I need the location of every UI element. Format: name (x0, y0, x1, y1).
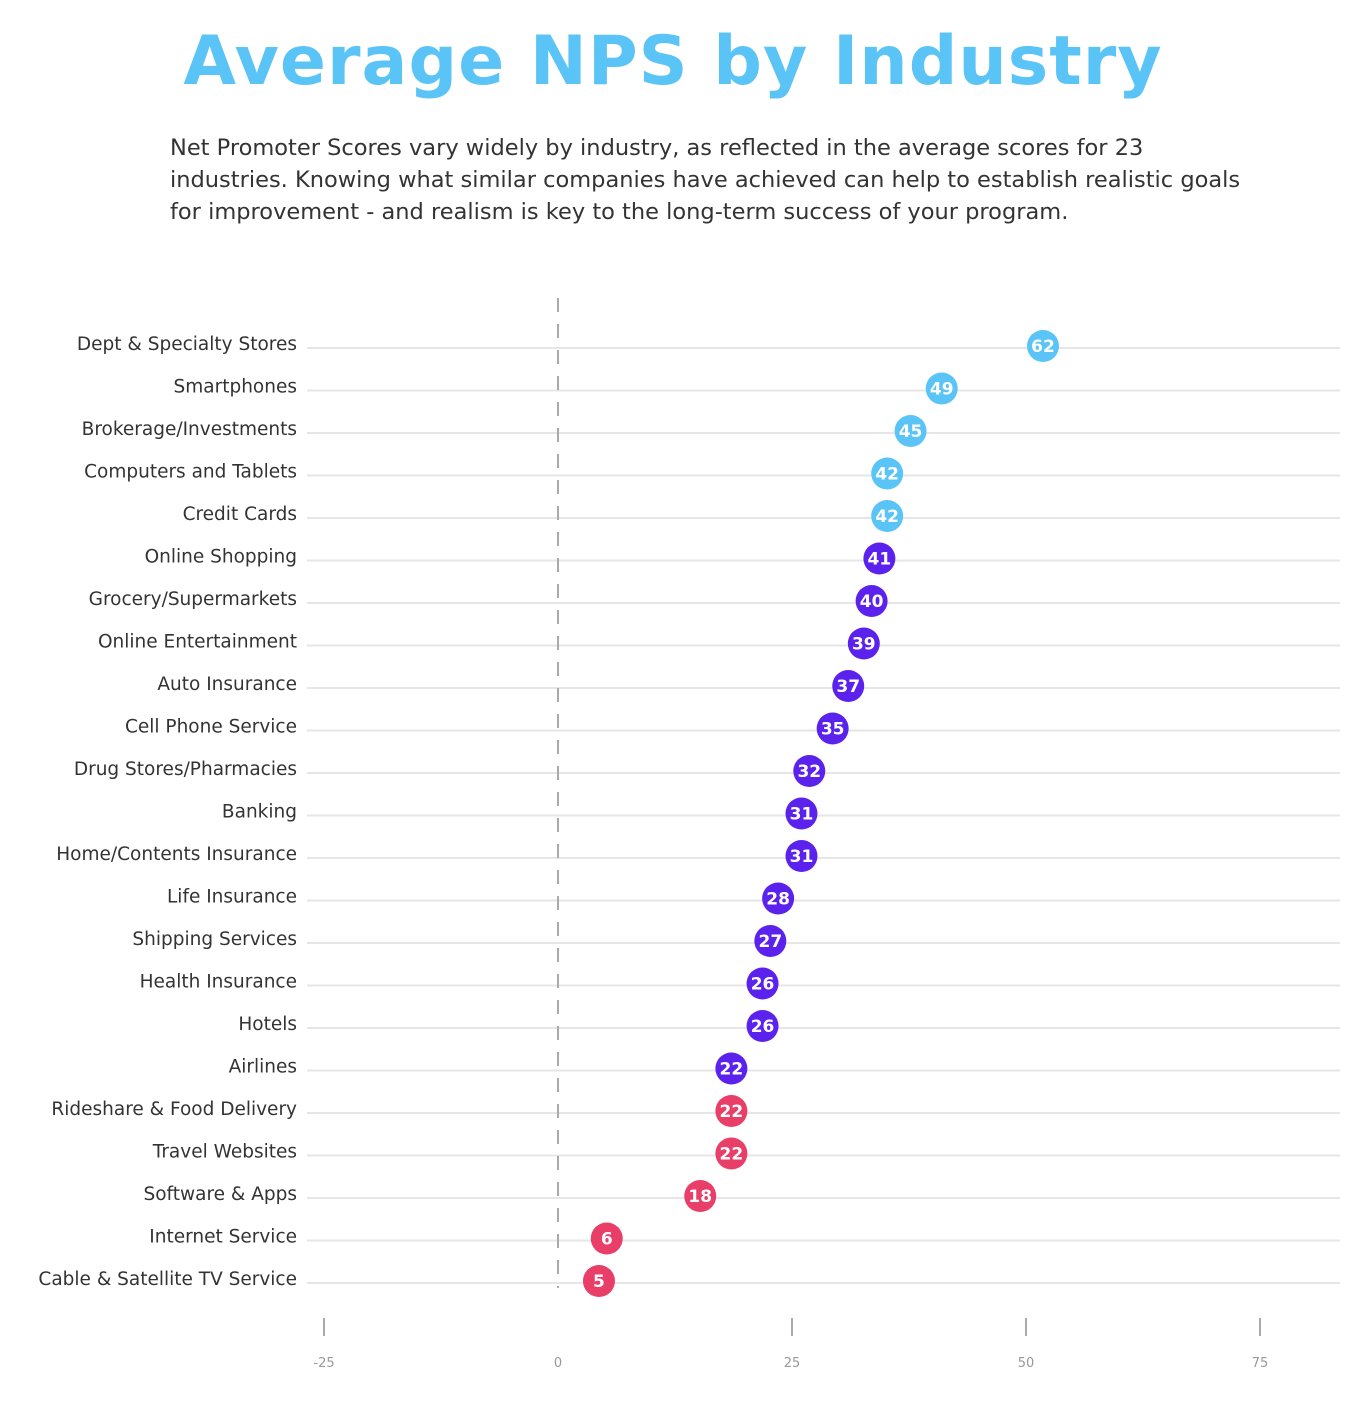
category-label: Health Insurance (140, 972, 297, 993)
data-label: 6 (601, 1230, 613, 1250)
category-label: Grocery/Supermarkets (89, 589, 297, 610)
data-label: 22 (720, 1145, 744, 1165)
category-label: Cable & Satellite TV Service (38, 1269, 297, 1290)
data-label: 49 (930, 380, 954, 400)
data-point (590, 1222, 623, 1255)
category-label: Banking (222, 802, 297, 823)
data-point (715, 1137, 748, 1170)
data-label: 22 (720, 1102, 744, 1122)
category-label: Brokerage/Investments (82, 419, 297, 440)
data-label: 37 (836, 677, 860, 697)
data-label: 35 (821, 720, 845, 740)
data-point (793, 755, 826, 787)
category-label: Life Insurance (167, 887, 297, 908)
data-point (746, 1010, 779, 1042)
data-point (1026, 330, 1059, 362)
data-label: 26 (751, 1017, 775, 1037)
chart-title: Average NPS by Industry (183, 22, 1163, 101)
data-label: 18 (688, 1187, 712, 1207)
data-label: 41 (868, 550, 892, 570)
data-point (847, 627, 880, 660)
data-label: 28 (766, 890, 790, 910)
category-label: Dept & Specialty Stores (77, 334, 297, 355)
category-label: Online Shopping (145, 547, 297, 568)
x-tick-label: -25 (313, 1356, 334, 1371)
data-label: 5 (593, 1272, 605, 1292)
category-label: Software & Apps (143, 1184, 297, 1205)
data-label: 42 (875, 465, 899, 485)
data-point (925, 372, 958, 405)
data-point (871, 457, 904, 490)
data-label: 27 (758, 932, 782, 952)
data-point (746, 967, 779, 1000)
data-label: 39 (852, 635, 876, 655)
category-label: Shipping Services (132, 929, 297, 950)
category-label: Computers and Tablets (84, 462, 297, 483)
category-label: Travel Websites (152, 1142, 297, 1163)
data-label: 32 (797, 762, 821, 782)
category-label: Home/Contents Insurance (56, 844, 297, 865)
data-label: 40 (860, 592, 884, 612)
category-label: Drug Stores/Pharmacies (74, 759, 297, 780)
data-point (863, 542, 896, 575)
data-point (855, 585, 888, 617)
x-tick-label: 50 (1018, 1356, 1035, 1371)
data-label: 22 (720, 1060, 744, 1080)
category-label: Cell Phone Service (125, 717, 297, 738)
data-label: 26 (751, 975, 775, 995)
data-point (582, 1265, 615, 1297)
data-point (762, 882, 795, 915)
category-label: Internet Service (149, 1227, 297, 1248)
category-label: Rideshare & Food Delivery (51, 1099, 297, 1120)
data-point (715, 1052, 748, 1085)
data-point (871, 500, 904, 532)
category-label: Online Entertainment (98, 632, 297, 653)
data-point (894, 415, 927, 447)
data-point (684, 1180, 717, 1212)
category-label: Auto Insurance (157, 674, 297, 695)
data-label: 31 (790, 847, 814, 867)
category-label: Smartphones (174, 377, 298, 398)
category-label: Airlines (229, 1057, 297, 1078)
data-point (785, 797, 818, 830)
x-tick-label: 25 (784, 1356, 801, 1371)
data-point (832, 670, 865, 702)
data-label: 42 (875, 507, 899, 527)
category-label: Hotels (238, 1014, 297, 1035)
chart-subtitle: Net Promoter Scores vary widely by indus… (170, 135, 1241, 225)
data-label: 62 (1031, 337, 1055, 357)
data-point (715, 1095, 748, 1127)
x-tick-label: 75 (1252, 1356, 1269, 1371)
data-label: 31 (790, 805, 814, 825)
category-label: Credit Cards (183, 504, 297, 525)
x-tick-label: 0 (554, 1356, 562, 1371)
data-label: 45 (899, 422, 923, 442)
data-point (754, 925, 787, 957)
data-point (816, 712, 849, 745)
data-point (785, 840, 818, 872)
